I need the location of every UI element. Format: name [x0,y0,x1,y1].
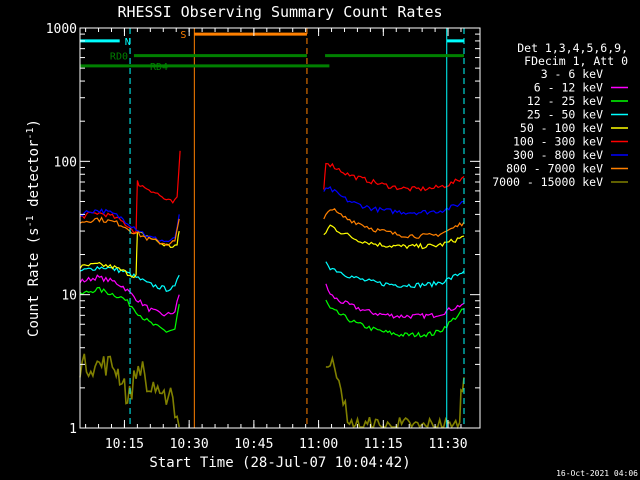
series-line-3 [79,286,180,333]
series-line-5 [79,230,180,279]
y-axis-label-part3: ) [26,119,42,127]
y-axis-label-part2: detector [26,140,42,216]
y-axis-label-sup2: -1 [25,127,36,139]
y-axis-label-sup1: -1 [25,215,36,227]
y-tick-label-4: 1000 [46,22,77,37]
series-line-8 [323,208,465,239]
series-line-1 [325,309,465,368]
y-axis-label-part1: Count Rate (s [26,227,42,337]
legend-label-7: 300 - 800 keV [513,148,603,162]
series-line-9 [325,355,465,430]
series-line-4 [325,261,465,289]
series-line-5 [323,224,465,250]
x-tick-label-6: 11:30 [428,437,467,452]
x-tick-label-1: 10:15 [105,437,144,452]
x-axis-label: Start Time (28-Jul-07 10:04:42) [149,455,410,471]
chart-title: RHESSI Observing Summary Count Rates [117,3,442,21]
series-line-1 [79,290,180,368]
x-tick-label-5: 11:15 [364,437,403,452]
axis-layer: 10:15 10:30 10:45 11:00 11:15 11:30 1 10 100 1000 [46,22,480,452]
series-line-3 [325,299,465,338]
y-tick-label-1: 1 [69,422,77,437]
series-line-6 [79,150,181,234]
legend-header-2: FDecim 1, Att 0 [524,54,628,68]
x-tick-label-3: 10:45 [234,437,273,452]
legend-label-9: 7000 - 15000 keV [492,175,603,189]
legend-header-1: Det 1,3,4,5,6,9, [517,41,628,55]
state-bar-label-2: RD0 [110,52,128,63]
legend-label-5: 50 - 100 keV [520,121,603,135]
series-line-9 [79,353,180,428]
state-bar-label-1: N [125,37,131,48]
legend: Det 1,3,4,5,6,9,FDecim 1, Att 03 - 6 keV… [492,41,628,189]
legend-label-3: 12 - 25 keV [527,94,603,108]
y-axis-label: Count Rate (s-1 detector-1) [25,119,43,337]
x-tick-label-4: 11:00 [299,437,338,452]
series-line-6 [323,162,465,192]
legend-label-2: 6 - 12 keV [534,81,603,95]
state-bar-label-4: S [180,30,186,41]
timestamp: 16-Oct-2021 04:06 [556,469,638,478]
legend-label-8: 800 - 7000 keV [506,162,603,176]
series-line-7 [323,185,465,216]
legend-label-6: 100 - 300 keV [513,135,603,149]
y-tick-label-2: 10 [61,289,77,304]
state-bar-label-3: RD4 [150,62,168,73]
x-tick-label-2: 10:30 [170,437,209,452]
y-tick-label-3: 100 [54,155,77,170]
series-line-7 [79,208,180,243]
series-line-2 [325,283,465,320]
legend-label-4: 25 - 50 keV [527,108,603,122]
legend-label-1: 3 - 6 keV [541,67,603,81]
